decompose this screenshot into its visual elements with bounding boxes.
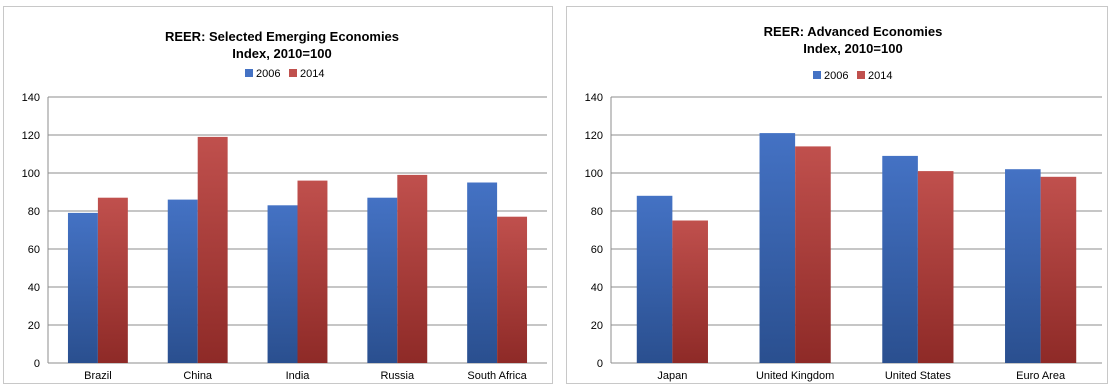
bar-2014-united-states bbox=[917, 171, 954, 363]
bar-2006-euro-area bbox=[1005, 169, 1041, 363]
legend-label: 2014 bbox=[300, 68, 324, 80]
chart-svg-advanced: REER: Advanced Economies Index, 2010=100… bbox=[585, 24, 1102, 382]
x-category-label: China bbox=[183, 370, 213, 382]
y-tick-label: 100 bbox=[22, 168, 40, 180]
chart-subtitle: Index, 2010=100 bbox=[803, 41, 902, 56]
bar-2006-united-states bbox=[882, 155, 918, 363]
y-tick-label: 0 bbox=[597, 358, 603, 370]
bar-2014-united-kingdom bbox=[795, 146, 831, 363]
chart-subtitle: Index, 2010=100 bbox=[232, 46, 331, 61]
legend-label: 2006 bbox=[256, 68, 280, 80]
legend-label: 2014 bbox=[868, 70, 892, 82]
y-tick-label: 120 bbox=[22, 130, 40, 142]
x-category-label: Japan bbox=[657, 370, 687, 382]
y-tick-label: 20 bbox=[591, 320, 603, 332]
bar-2006-brazil bbox=[67, 212, 98, 363]
bar-2014-japan bbox=[672, 220, 708, 363]
x-category-label: Brazil bbox=[84, 370, 112, 382]
chart-svg-emerging: REER: Selected Emerging Economies Index,… bbox=[22, 29, 547, 382]
bar-2014-india bbox=[297, 180, 328, 363]
legend-swatch-2014 bbox=[857, 71, 865, 79]
chart-title: REER: Selected Emerging Economies bbox=[165, 29, 399, 44]
legend-swatch-2006 bbox=[813, 71, 821, 79]
x-category-label: Euro Area bbox=[1016, 370, 1066, 382]
x-category-label: United States bbox=[885, 370, 952, 382]
y-tick-label: 60 bbox=[28, 244, 40, 256]
y-tick-label: 40 bbox=[591, 282, 603, 294]
y-tick-label: 140 bbox=[585, 92, 603, 104]
legend-label: 2006 bbox=[824, 70, 848, 82]
bar-2006-china bbox=[167, 199, 198, 363]
bar-2014-brazil bbox=[97, 197, 128, 363]
x-category-label: Russia bbox=[380, 370, 415, 382]
x-category-label: South Africa bbox=[467, 370, 527, 382]
chart-emerging-economies: REER: Selected Emerging Economies Index,… bbox=[3, 6, 553, 384]
y-tick-label: 0 bbox=[34, 358, 40, 370]
chart-title: REER: Advanced Economies bbox=[764, 24, 943, 39]
legend-swatch-2006 bbox=[245, 69, 253, 77]
bar-2006-india bbox=[267, 205, 298, 363]
x-category-label: India bbox=[286, 370, 311, 382]
x-category-label: United Kingdom bbox=[756, 370, 834, 382]
y-tick-label: 80 bbox=[591, 206, 603, 218]
y-tick-label: 20 bbox=[28, 320, 40, 332]
legend-swatch-2014 bbox=[289, 69, 297, 77]
y-tick-label: 60 bbox=[591, 244, 603, 256]
y-tick-label: 40 bbox=[28, 282, 40, 294]
bar-2006-japan bbox=[636, 195, 673, 363]
chart-advanced-economies: REER: Advanced Economies Index, 2010=100… bbox=[566, 6, 1108, 384]
bar-2014-russia bbox=[397, 174, 428, 363]
bar-2014-south-africa bbox=[497, 216, 528, 363]
bar-2006-russia bbox=[367, 197, 398, 363]
bar-2006-united-kingdom bbox=[759, 133, 796, 363]
y-tick-label: 120 bbox=[585, 130, 603, 142]
y-tick-label: 100 bbox=[585, 168, 603, 180]
y-tick-label: 140 bbox=[22, 92, 40, 104]
bar-2014-euro-area bbox=[1040, 176, 1077, 363]
bar-2006-south-africa bbox=[467, 182, 498, 363]
bar-2014-china bbox=[197, 136, 228, 363]
y-tick-label: 80 bbox=[28, 206, 40, 218]
